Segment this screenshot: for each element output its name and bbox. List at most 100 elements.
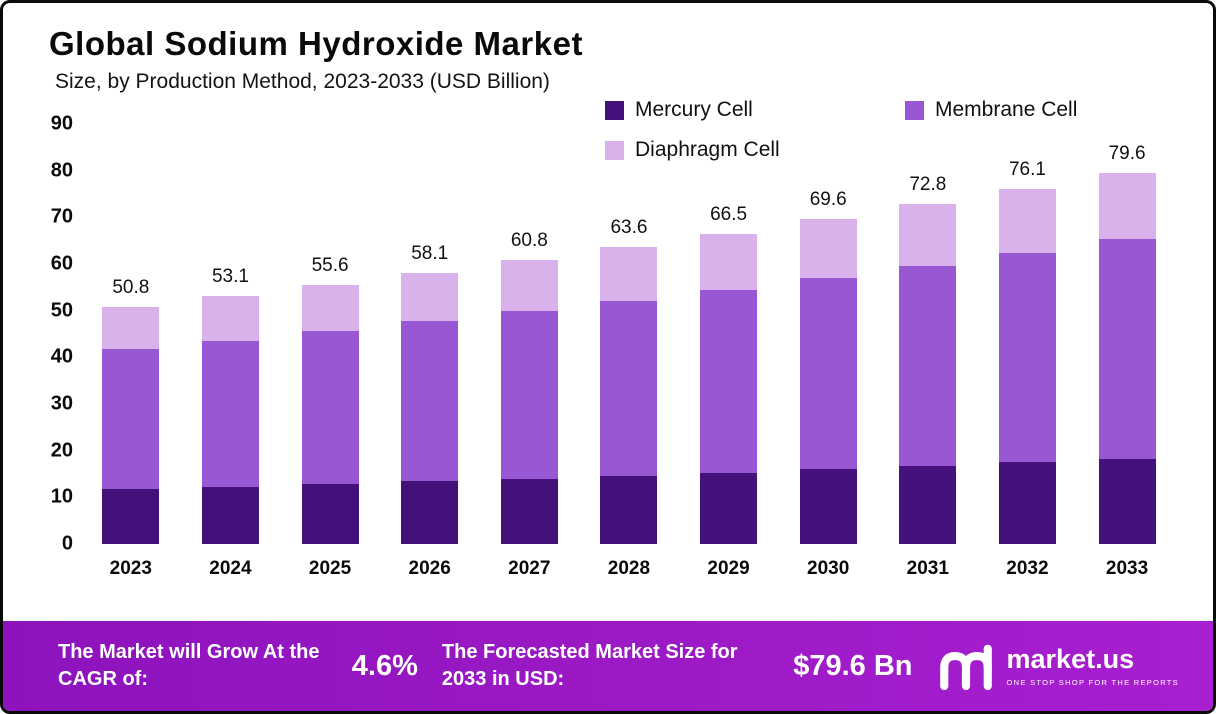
- y-tick-label: 0: [61, 532, 73, 555]
- bar-segment-mercury-cell: [998, 462, 1056, 544]
- bar-segment-mercury-cell: [201, 487, 259, 544]
- legend-label: Mercury Cell: [635, 98, 753, 121]
- bar-total-label: 50.8: [112, 276, 150, 298]
- plot-area: 50.8 53.1 55.6 58.1 60.8 63.6 66.5 69.6 72.8 76.1…: [81, 124, 1177, 544]
- x-axis-label: 2024: [209, 558, 252, 579]
- legend-swatch: [605, 140, 624, 160]
- bar-segment-diaphragm-cell: [600, 247, 658, 301]
- bar-segment-diaphragm-cell: [102, 306, 160, 350]
- forecast-value: $79.6 Bn: [793, 649, 913, 682]
- bar-segment-mercury-cell: [1098, 458, 1156, 544]
- bar-total-label: 66.5: [710, 203, 748, 225]
- chart-header: Global Sodium Hydroxide Market Size, by …: [3, 3, 1213, 94]
- y-tick-label: 50: [50, 299, 73, 322]
- bar-segment-membrane-cell: [998, 252, 1056, 463]
- bar-group: 50.8: [102, 124, 160, 544]
- bar-segment-membrane-cell: [301, 331, 359, 485]
- bar-group: 58.1: [401, 124, 459, 544]
- x-axis-label: 2027: [508, 558, 551, 579]
- bar-group: 66.5: [700, 124, 758, 544]
- brand-text: market.us ONE STOP SHOP FOR THE REPORTS: [1006, 643, 1179, 687]
- brand-name: market.us: [1006, 643, 1135, 674]
- bar-chart: Mercury Cell Membrane Cell Diaphragm Cell …: [3, 94, 1213, 621]
- bar-segment-diaphragm-cell: [799, 219, 857, 279]
- y-tick-label: 30: [50, 392, 73, 415]
- x-axis-label: 2023: [109, 558, 152, 579]
- bar-total-label: 72.8: [909, 174, 947, 196]
- legend: Mercury Cell Membrane Cell Diaphragm Cell: [605, 98, 1135, 162]
- bar-segment-mercury-cell: [700, 472, 758, 544]
- bar-group: 69.6: [799, 124, 857, 544]
- bar-group: 76.1: [998, 124, 1056, 544]
- bar-total-label: 69.6: [809, 189, 847, 211]
- bar-segment-membrane-cell: [201, 341, 259, 488]
- chart-subtitle: Size, by Production Method, 2023-2033 (U…: [55, 70, 550, 93]
- bar-segment-membrane-cell: [899, 265, 957, 467]
- y-tick-label: 40: [50, 345, 73, 368]
- bar-segment-mercury-cell: [102, 489, 160, 544]
- bar-segment-mercury-cell: [401, 481, 459, 544]
- bar-segment-diaphragm-cell: [401, 272, 459, 322]
- legend-item-diaphragm-cell: Diaphragm Cell: [605, 138, 905, 162]
- x-axis-label: 2033: [1105, 558, 1149, 579]
- bar-total-label: 76.1: [1008, 158, 1046, 180]
- bar-total-label: 63.6: [610, 217, 648, 239]
- bar-segment-mercury-cell: [600, 475, 658, 544]
- legend-swatch: [605, 100, 624, 120]
- bar-group: 60.8: [500, 124, 558, 544]
- cagr-label: The Market will Grow At the CAGR of:: [58, 641, 320, 690]
- forecast-label: The Forecasted Market Size for 2033 in U…: [441, 641, 738, 690]
- y-tick-label: 80: [50, 159, 73, 182]
- y-tick-label: 70: [50, 205, 73, 228]
- legend-label: Diaphragm Cell: [635, 138, 780, 161]
- bar-segment-membrane-cell: [500, 311, 558, 479]
- brand-mark-icon: [939, 644, 992, 690]
- brand-tagline: ONE STOP SHOP FOR THE REPORTS: [1006, 677, 1179, 687]
- bar-segment-mercury-cell: [500, 478, 558, 544]
- bar-total-label: 55.6: [311, 254, 349, 276]
- footer-banner: The Market will Grow At the CAGR of: 4.6…: [3, 621, 1213, 711]
- market-us-logo[interactable]: market.us ONE STOP SHOP FOR THE REPORTS: [937, 642, 1179, 690]
- y-tick-label: 60: [50, 252, 73, 275]
- bar-group: 79.6: [1098, 124, 1156, 544]
- legend-item-membrane-cell: Membrane Cell: [905, 98, 1135, 122]
- bar-total-label: 53.1: [211, 266, 249, 288]
- bar-segment-membrane-cell: [102, 349, 160, 490]
- bar-segment-diaphragm-cell: [301, 284, 359, 332]
- bar-segment-membrane-cell: [401, 321, 459, 482]
- x-axis: 2023 2024 2025 2026 2027 2028 2029 2030 2031 2032…: [81, 558, 1177, 580]
- bar-total-label: 79.6: [1108, 142, 1146, 164]
- bar-segment-diaphragm-cell: [899, 204, 957, 266]
- bar-segment-membrane-cell: [600, 300, 658, 476]
- x-axis-label: 2025: [308, 558, 352, 579]
- y-axis: 0 10 20 30 40 50 60 70 80 90: [33, 113, 81, 555]
- x-axis-label: 2031: [906, 558, 949, 579]
- y-tick-label: 20: [50, 439, 73, 462]
- chart-title: Global Sodium Hydroxide Market: [49, 25, 583, 62]
- x-axis-label: 2029: [707, 558, 750, 579]
- bar-segment-diaphragm-cell: [700, 233, 758, 290]
- cagr-value: 4.6%: [351, 649, 418, 682]
- bar-segment-diaphragm-cell: [201, 296, 259, 342]
- x-axis-label: 2026: [408, 558, 451, 579]
- x-axis-label: 2032: [1006, 558, 1049, 579]
- bar-segment-diaphragm-cell: [500, 260, 558, 312]
- legend-item-mercury-cell: Mercury Cell: [605, 98, 905, 122]
- x-axis-label: 2028: [607, 558, 651, 579]
- chart-body: 0 10 20 30 40 50 60 70 80 90 50.8 53.1 55.6 58.1 60.8…: [33, 113, 1177, 555]
- bar-group: 63.6: [600, 124, 658, 544]
- bar-total-label: 60.8: [510, 230, 548, 252]
- legend-label: Membrane Cell: [935, 98, 1078, 121]
- bar-segment-membrane-cell: [799, 278, 857, 470]
- y-tick-label: 90: [50, 112, 73, 135]
- bar-segment-membrane-cell: [700, 289, 758, 473]
- bar-group: 72.8: [899, 124, 957, 544]
- bar-group: 53.1: [201, 124, 259, 544]
- bar-segment-mercury-cell: [301, 484, 359, 544]
- bar-segment-membrane-cell: [1098, 239, 1156, 459]
- y-tick-label: 10: [50, 485, 73, 508]
- bar-group: 55.6: [301, 124, 359, 544]
- bar-segment-diaphragm-cell: [1098, 172, 1156, 240]
- legend-swatch: [905, 100, 924, 120]
